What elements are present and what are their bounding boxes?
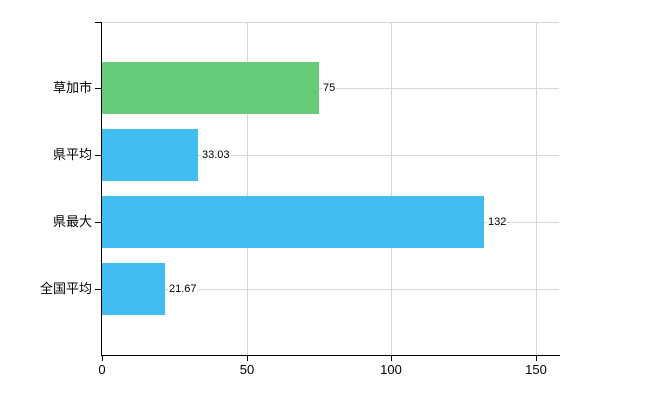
y-gridline — [102, 155, 559, 156]
category-label: 草加市 — [52, 80, 92, 95]
y-axis-tick — [95, 88, 102, 89]
bar-草加市[interactable] — [102, 62, 319, 114]
x-axis-tick — [102, 356, 103, 361]
bar-全国平均[interactable] — [102, 263, 165, 315]
category-label: 県平均 — [52, 147, 92, 162]
plot-border-top — [102, 22, 559, 23]
bar-value-label: 132 — [487, 215, 508, 229]
bar-県平均[interactable] — [102, 129, 198, 181]
x-axis-tick-label: 100 — [380, 362, 402, 377]
y-axis-line — [101, 22, 102, 355]
category-label: 県最大 — [52, 214, 92, 229]
x-axis-tick — [391, 356, 392, 361]
category-label: 全国平均 — [39, 281, 92, 296]
y-axis-tick — [95, 222, 102, 223]
bar-value-label: 33.03 — [201, 148, 231, 162]
bar-value-label: 21.67 — [168, 282, 198, 296]
x-axis-tick-label: 0 — [98, 362, 106, 377]
y-axis-tick — [95, 289, 102, 290]
x-axis-tick — [536, 356, 537, 361]
x-axis-tick-label: 50 — [239, 362, 255, 377]
x-gridline — [391, 22, 392, 355]
x-axis-line — [101, 355, 560, 356]
x-gridline — [536, 22, 537, 355]
x-gridline — [247, 22, 248, 355]
y-axis-end-tick — [95, 22, 102, 23]
bar-value-label: 75 — [322, 81, 337, 95]
x-axis-tick-label: 150 — [525, 362, 547, 377]
y-axis-tick — [95, 155, 102, 156]
x-axis-tick — [247, 356, 248, 361]
bar-県最大[interactable] — [102, 196, 484, 248]
y-gridline — [102, 289, 559, 290]
